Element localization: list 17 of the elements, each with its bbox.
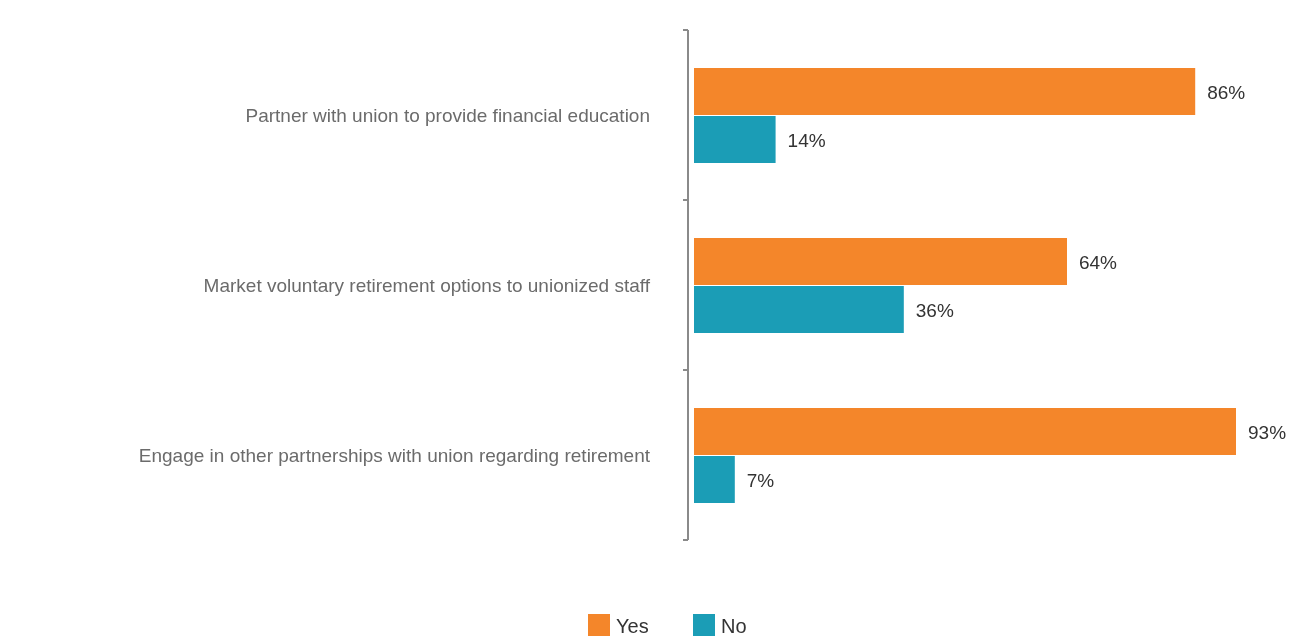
data-label: 93% [1248, 421, 1287, 443]
data-label: 86% [1207, 81, 1246, 103]
bar [694, 238, 1067, 285]
legend-label: Yes [616, 615, 649, 637]
bar [694, 116, 776, 163]
data-label: 7% [746, 469, 775, 491]
bar [694, 456, 735, 503]
legend-label: No [721, 615, 747, 637]
data-label: 14% [787, 129, 826, 151]
data-label: 64% [1078, 251, 1118, 273]
y-tick-label: Engage in other partnerships with union regarding retirement [138, 445, 651, 466]
y-tick-label: Partner with union to provide financial education [245, 105, 650, 126]
data-label: 36% [915, 299, 954, 321]
bar [694, 68, 1196, 115]
bar [694, 286, 904, 333]
y-tick-label: Market voluntary retirement options to unionized staff [203, 275, 651, 296]
bar [694, 408, 1236, 455]
